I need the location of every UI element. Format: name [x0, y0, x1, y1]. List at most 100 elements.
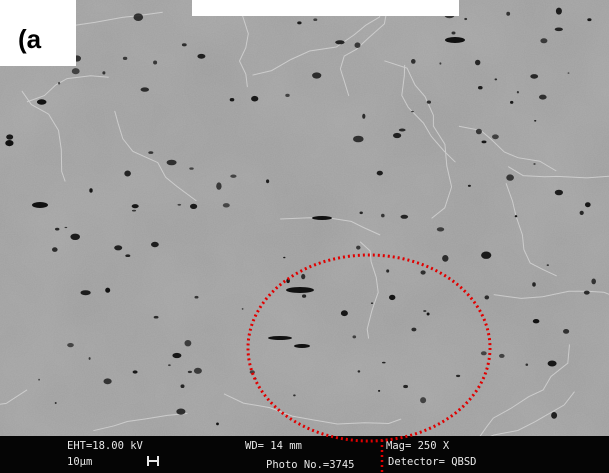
pore — [286, 278, 290, 284]
pore — [386, 269, 390, 273]
grain-boundary — [505, 183, 557, 277]
pore — [389, 294, 396, 301]
pore — [357, 370, 361, 373]
pore — [64, 226, 68, 229]
pore — [534, 120, 537, 122]
pore — [585, 202, 591, 208]
pore — [554, 189, 564, 196]
pore — [400, 214, 409, 219]
pore — [151, 241, 159, 248]
grain-boundary — [401, 64, 456, 163]
pore — [533, 163, 536, 165]
pore — [436, 227, 445, 232]
pore — [297, 21, 302, 25]
pore — [114, 245, 123, 251]
pore — [411, 327, 417, 332]
eht-readout: EHT=18.00 kV — [67, 440, 143, 452]
pore — [420, 270, 426, 275]
pore — [67, 343, 74, 348]
pore — [312, 216, 332, 220]
pore — [532, 282, 536, 287]
pore — [506, 11, 511, 16]
pore — [532, 319, 540, 324]
pore — [356, 245, 361, 250]
pore — [591, 278, 596, 285]
grain-boundary — [114, 110, 197, 202]
pore — [352, 335, 357, 339]
pore — [411, 59, 416, 64]
pore — [189, 167, 194, 170]
grain-boundary — [93, 413, 188, 432]
pore — [567, 72, 570, 74]
pore — [190, 203, 198, 209]
pore — [89, 188, 93, 193]
pore — [133, 13, 144, 21]
pore — [58, 81, 61, 85]
pore — [230, 174, 237, 178]
pore — [403, 384, 408, 389]
pore — [546, 264, 549, 266]
pore — [229, 98, 235, 102]
pore — [378, 389, 381, 392]
pore — [442, 255, 449, 262]
pore — [70, 233, 80, 240]
grain-boundary — [339, 6, 391, 97]
pore — [177, 203, 182, 206]
pore — [102, 71, 106, 75]
pore — [251, 95, 259, 102]
pore — [506, 174, 514, 181]
pore — [148, 151, 154, 154]
pore — [176, 408, 186, 415]
grain-boundary — [280, 217, 381, 236]
pore — [132, 370, 138, 374]
pore — [5, 140, 14, 147]
pore — [423, 310, 427, 312]
pore — [294, 344, 310, 348]
pore — [555, 7, 562, 15]
pore — [398, 128, 406, 132]
pore — [153, 60, 158, 65]
pore — [467, 184, 471, 187]
pore — [36, 99, 47, 105]
pore — [55, 227, 60, 231]
pore — [426, 100, 431, 104]
pore — [32, 202, 48, 208]
pore — [193, 367, 202, 374]
pore — [88, 357, 91, 360]
pore — [579, 210, 584, 215]
pore — [484, 295, 490, 300]
pore — [478, 86, 483, 90]
wd-readout: WD= 14 mm — [245, 440, 302, 452]
pore — [194, 295, 199, 299]
pore — [525, 363, 529, 366]
grain-boundary — [493, 290, 609, 299]
pore — [420, 397, 427, 404]
pore — [6, 134, 14, 140]
pore — [359, 211, 363, 215]
pore — [335, 40, 345, 45]
pore — [540, 38, 548, 44]
pore — [563, 329, 570, 334]
mag-readout: Mag= 250 X — [386, 440, 450, 452]
pore — [494, 78, 498, 81]
pore — [253, 377, 257, 380]
pore — [551, 412, 558, 419]
pore — [539, 94, 547, 100]
pore — [197, 53, 206, 59]
pore — [301, 273, 306, 280]
pore — [583, 290, 590, 295]
pore — [313, 18, 318, 22]
grain-boundary — [507, 166, 609, 179]
pore — [499, 353, 505, 358]
pore — [125, 254, 131, 257]
pore — [38, 378, 40, 381]
pore — [80, 290, 91, 296]
pore — [439, 62, 442, 65]
pore — [587, 18, 592, 22]
pore — [216, 182, 222, 190]
top-white-strip — [192, 0, 459, 16]
panel-label-box: (a — [0, 0, 76, 66]
pore — [451, 31, 456, 35]
pore — [285, 93, 290, 97]
pore — [52, 247, 58, 252]
